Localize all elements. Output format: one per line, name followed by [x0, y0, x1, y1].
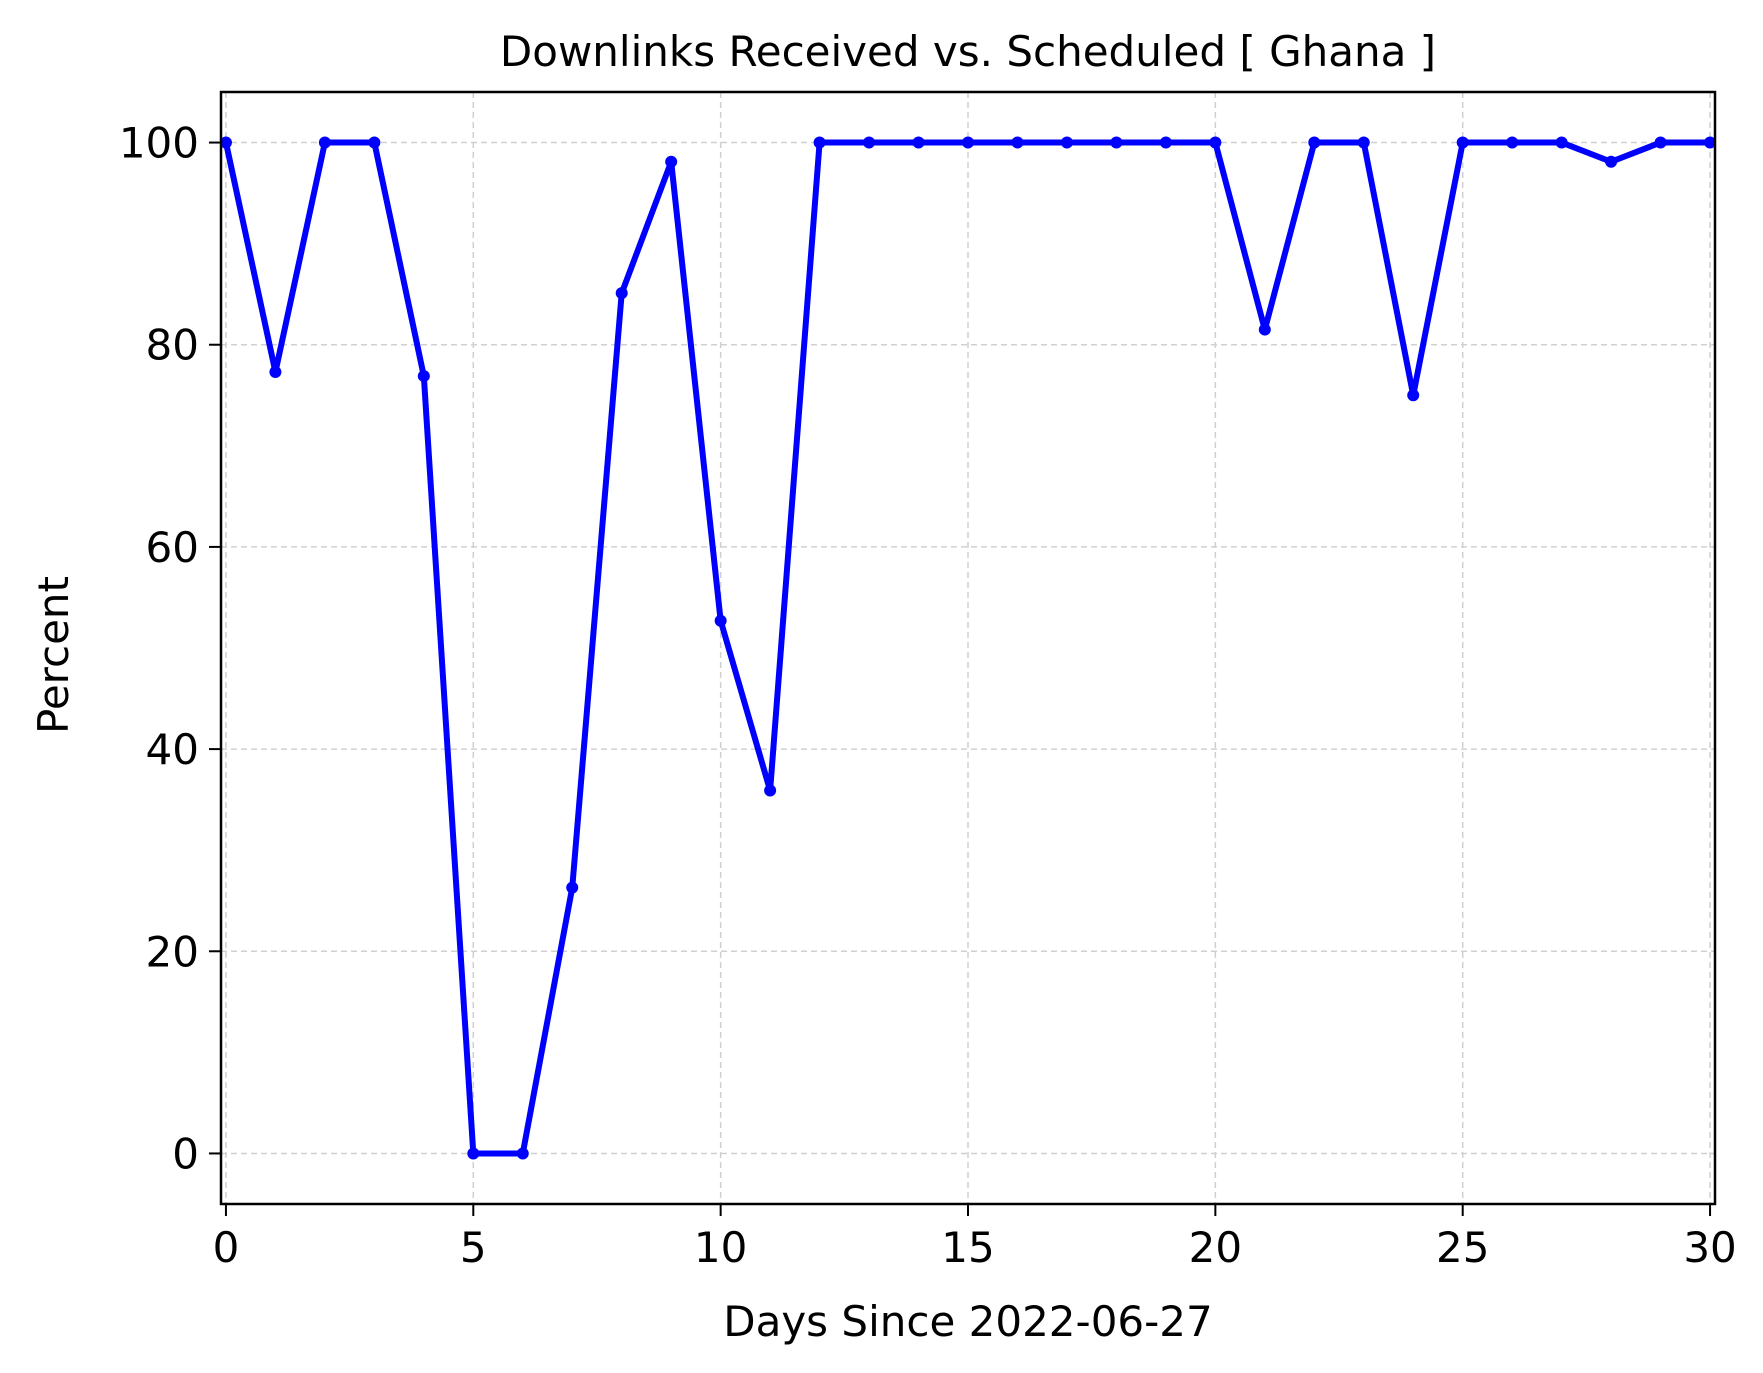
- y-tick-label: 60: [146, 523, 199, 572]
- axis-ticks: 0 5 10 15 20 25 30 0 20 40 60 80 100: [119, 119, 1737, 1272]
- data-point: [1060, 136, 1073, 149]
- data-point: [1456, 136, 1469, 149]
- data-point: [1654, 136, 1667, 149]
- data-point: [1357, 136, 1370, 149]
- data-point: [1011, 136, 1024, 149]
- y-axis-title: Percent: [29, 576, 78, 734]
- data-point: [1407, 389, 1420, 402]
- data-point: [417, 370, 430, 383]
- data-point: [764, 784, 777, 797]
- data-point: [665, 155, 678, 168]
- y-tick-label: 40: [146, 725, 199, 774]
- data-point: [1258, 323, 1271, 336]
- data-point: [615, 287, 628, 300]
- y-tick-label: 80: [146, 321, 199, 370]
- y-tick-label: 20: [146, 927, 199, 976]
- y-tick-label: 0: [172, 1129, 199, 1178]
- data-point: [813, 136, 826, 149]
- x-tick-label: 20: [1189, 1223, 1242, 1272]
- x-tick-label: 10: [694, 1223, 747, 1272]
- data-point: [368, 136, 381, 149]
- data-point: [467, 1147, 480, 1160]
- data-point: [912, 136, 925, 149]
- x-axis-title: Days Since 2022-06-27: [723, 1297, 1212, 1346]
- data-point: [962, 136, 974, 149]
- x-tick-label: 30: [1683, 1223, 1736, 1272]
- data-point: [1555, 136, 1568, 149]
- x-tick-label: 15: [941, 1223, 994, 1272]
- data-point: [269, 366, 282, 379]
- data-point: [863, 136, 876, 149]
- data-point: [1209, 136, 1222, 149]
- x-tick-label: 5: [460, 1223, 487, 1272]
- data-point: [1704, 136, 1717, 149]
- data-point: [566, 881, 579, 894]
- data-point: [1506, 136, 1519, 149]
- chart-title: Downlinks Received vs. Scheduled [ Ghana…: [500, 27, 1436, 76]
- data-point: [1110, 136, 1123, 149]
- data-point: [1308, 136, 1321, 149]
- data-point: [219, 136, 232, 149]
- data-point: [516, 1147, 529, 1160]
- series-layer: [219, 136, 1717, 1160]
- x-tick-label: 25: [1436, 1223, 1489, 1272]
- x-tick-label: 0: [213, 1223, 240, 1272]
- y-tick-label: 100: [119, 119, 199, 168]
- data-point: [1605, 155, 1618, 168]
- data-point: [1159, 136, 1172, 149]
- data-point: [318, 136, 331, 149]
- data-point: [714, 614, 727, 627]
